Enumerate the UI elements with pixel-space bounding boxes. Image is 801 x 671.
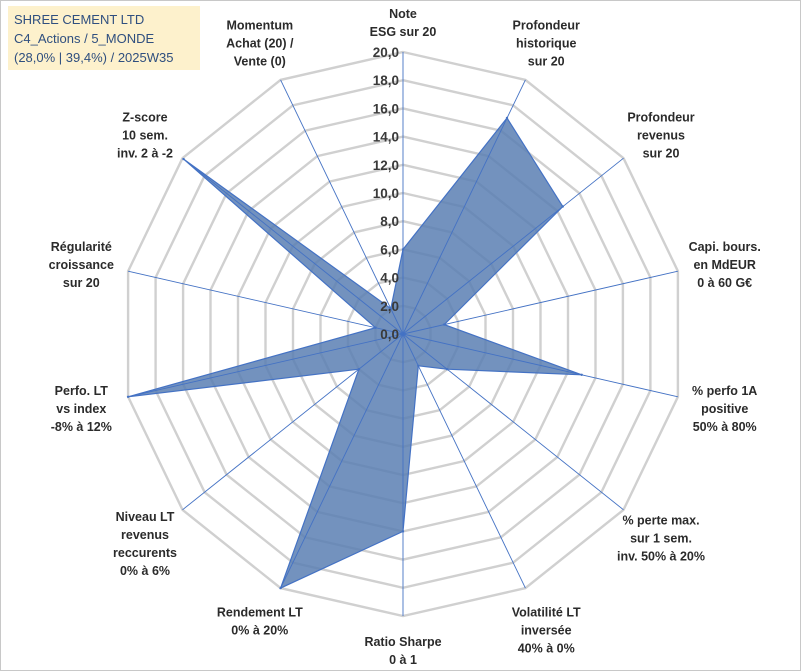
- tick-label-1: 2,0: [380, 299, 399, 314]
- tick-label-8: 16,0: [373, 101, 399, 116]
- axis-label-7-line-1: 0 à 1: [389, 653, 417, 667]
- axis-label-1-line-0: Profondeur: [513, 18, 580, 32]
- axis-label-13: Momentum Achat (20) / Vente (0): [226, 18, 294, 68]
- axis-label-11-line-0: Régularité: [51, 240, 112, 254]
- spoke-2: [402, 157, 624, 335]
- axis-label-1-line-1: historique: [516, 36, 576, 50]
- axis-label-11: Régularité croissance sur 20: [49, 240, 114, 290]
- axis-label-3-line-1: en MdEUR: [693, 258, 756, 272]
- axis-label-6-line-2: 40% à 0%: [518, 642, 575, 656]
- axis-label-12-line-0: Z-score: [122, 111, 167, 125]
- axis-label-2: Profondeur revenus sur 20: [627, 111, 694, 161]
- axis-label-9-line-0: Niveau LT: [116, 510, 175, 524]
- axis-label-2-line-0: Profondeur: [627, 111, 694, 125]
- spoke-11: [127, 270, 404, 335]
- tick-label-0: 0,0: [380, 327, 399, 342]
- spoke-13: [280, 79, 404, 335]
- axis-label-7: Ratio Sharpe 0 à 1: [364, 635, 441, 667]
- tick-label-4: 8,0: [380, 214, 399, 229]
- axis-label-10-line-1: vs index: [56, 402, 106, 416]
- axis-label-3: Capi. bours. en MdEUR 0 à 60 G€: [689, 240, 761, 290]
- axis-label-0: Note ESG sur 20: [370, 7, 437, 39]
- axis-label-6-line-1: inversée: [521, 624, 572, 638]
- spoke-6: [402, 333, 526, 589]
- axis-label-6-line-0: Volatilité LT: [512, 606, 581, 620]
- tick-label-3: 6,0: [380, 242, 399, 257]
- spoke-10: [127, 333, 404, 398]
- axis-label-3-line-0: Capi. bours.: [689, 240, 761, 254]
- spoke-12: [182, 157, 404, 335]
- axis-label-13-line-2: Vente (0): [234, 54, 286, 68]
- company-name: SHREE CEMENT LTD: [14, 12, 145, 27]
- axis-label-8-line-0: Rendement LT: [217, 606, 303, 620]
- axis-label-4-line-0: % perfo 1A: [692, 384, 757, 398]
- axis-label-11-line-2: sur 20: [63, 276, 100, 290]
- axis-label-2-line-1: revenus: [637, 129, 685, 143]
- series-area: [127, 116, 582, 590]
- spoke-5: [402, 333, 624, 511]
- tick-label-5: 10,0: [373, 186, 399, 201]
- axis-label-4: % perfo 1A positive 50% à 80%: [692, 384, 757, 434]
- axis-label-5-line-1: sur 1 sem.: [630, 531, 692, 545]
- axis-label-6: Volatilité LT inversée 40% à 0%: [512, 606, 581, 656]
- axis-label-3-line-2: 0 à 60 G€: [697, 276, 752, 290]
- axis-label-10: Perfo. LT vs index -8% à 12%: [51, 384, 112, 434]
- score-period: (28,0% | 39,4%) / 2025W35: [14, 50, 174, 65]
- axis-label-13-line-0: Momentum: [226, 18, 293, 32]
- tick-label-7: 14,0: [373, 130, 399, 145]
- axis-label-12: Z-score 10 sem. inv. 2 à -2: [117, 111, 173, 161]
- axis-label-10-line-0: Perfo. LT: [55, 384, 109, 398]
- spoke-8: [280, 333, 404, 589]
- tick-label-9: 18,0: [373, 73, 399, 88]
- tick-label-10: 20,0: [373, 45, 399, 60]
- axis-label-9-line-3: 0% à 6%: [120, 564, 170, 578]
- axis-label-12-line-2: inv. 2 à -2: [117, 147, 173, 161]
- tick-label-2: 4,0: [380, 271, 399, 286]
- spoke-4: [402, 333, 679, 398]
- axis-label-0-line-0: Note: [389, 7, 417, 21]
- axis-label-2-line-2: sur 20: [643, 147, 680, 161]
- radial-tick-labels: 0,0 2,0 4,0 6,0 8,0 10,0 12,0 14,0 16,0 18,0 20,0: [373, 45, 399, 342]
- axis-label-1-line-2: sur 20: [528, 54, 565, 68]
- axis-label-5: % perte max. sur 1 sem. inv. 50% à 20%: [617, 513, 705, 563]
- axis-label-9: Niveau LT revenus reccurents 0% à 6%: [113, 510, 177, 578]
- radar-spokes: [127, 52, 679, 616]
- spoke-1: [402, 79, 526, 335]
- category-path: C4_Actions / 5_MONDE: [14, 31, 155, 46]
- axis-label-4-line-2: 50% à 80%: [693, 420, 757, 434]
- axis-label-7-line-0: Ratio Sharpe: [364, 635, 441, 649]
- axis-label-11-line-1: croissance: [49, 258, 114, 272]
- axis-label-8: Rendement LT 0% à 20%: [217, 606, 303, 638]
- series-area-layer: [126, 116, 583, 590]
- axis-label-10-line-2: -8% à 12%: [51, 420, 112, 434]
- axis-label-5-line-2: inv. 50% à 20%: [617, 549, 705, 563]
- tick-label-6: 12,0: [373, 158, 399, 173]
- axis-label-4-line-1: positive: [701, 402, 748, 416]
- axis-label-1: Profondeur historique sur 20: [513, 18, 580, 68]
- axis-labels: Note ESG sur 20 Profondeur historique sur 20…: [49, 7, 761, 667]
- spoke-9: [182, 333, 404, 511]
- axis-label-9-line-1: revenus: [121, 528, 169, 542]
- spoke-3: [402, 270, 679, 335]
- axis-label-9-line-2: reccurents: [113, 546, 177, 560]
- axis-label-13-line-1: Achat (20) /: [226, 36, 294, 50]
- axis-label-8-line-1: 0% à 20%: [231, 624, 288, 638]
- axis-label-0-line-1: ESG sur 20: [370, 25, 437, 39]
- title-box: SHREE CEMENT LTD C4_Actions / 5_MONDE (2…: [8, 6, 200, 70]
- axis-label-12-line-1: 10 sem.: [122, 129, 168, 143]
- axis-label-5-line-0: % perte max.: [622, 513, 699, 527]
